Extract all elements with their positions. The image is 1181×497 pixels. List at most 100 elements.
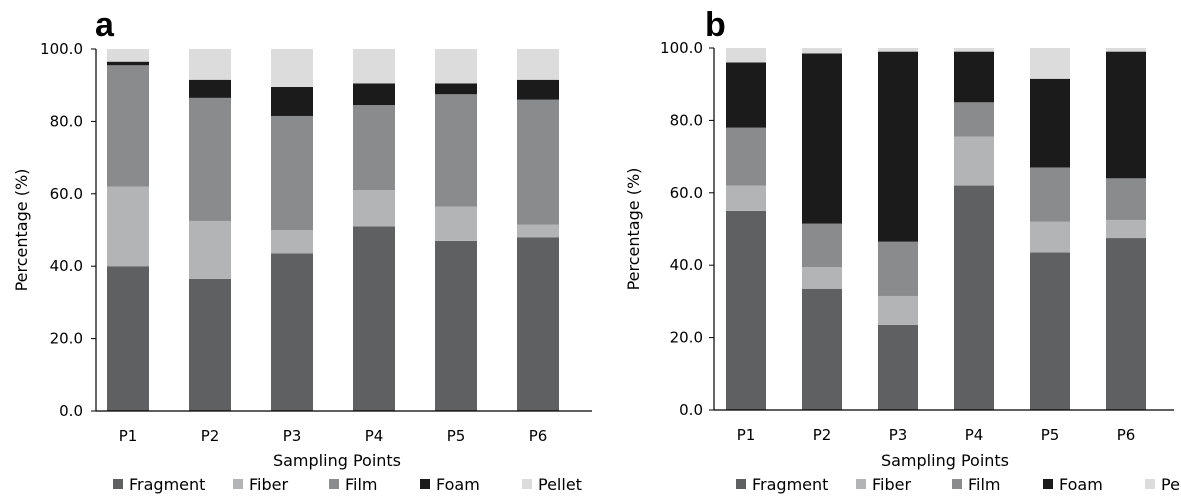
bar-segment-fiber (954, 136, 994, 186)
y-tick-label: 40.0 (50, 257, 83, 275)
y-tick-label: 0.0 (679, 401, 703, 419)
panel-letter: b (705, 6, 726, 44)
bar-segment-film (802, 223, 842, 268)
bar-segment-film (954, 102, 994, 137)
legend-swatch-film (329, 479, 339, 489)
y-tick-label: 40.0 (670, 256, 703, 274)
x-tick-label: P4 (965, 426, 984, 444)
bar-segment-pellet (726, 48, 766, 63)
bar-segment-fragment (1106, 238, 1146, 410)
bar-segment-foam (189, 79, 231, 98)
bar-segment-pellet (1030, 48, 1070, 79)
legend-label-fiber: Fiber (872, 475, 911, 494)
legend-swatch-fragment (113, 479, 123, 489)
bar-segment-foam (1030, 78, 1070, 168)
bar-segment-film (726, 127, 766, 186)
bar-segment-film (107, 65, 149, 187)
bar-segment-fragment (878, 324, 918, 410)
legend-label-pellet: Pellet (1161, 475, 1181, 494)
x-tick-label: P3 (889, 426, 908, 444)
legend-label-fragment: Fragment (129, 475, 205, 494)
bar-segment-film (878, 241, 918, 296)
bar-segment-pellet (353, 49, 395, 84)
legend-swatch-foam (420, 479, 430, 489)
legend-swatch-foam (1043, 479, 1053, 489)
bar-segment-fiber (353, 190, 395, 227)
bar-segment-fragment (107, 266, 149, 411)
y-tick-label: 100.0 (660, 39, 703, 57)
legend-swatch-fragment (736, 479, 746, 489)
x-tick-label: P5 (447, 427, 466, 445)
y-axis-title: Percentage (%) (624, 168, 643, 291)
bar-segment-fiber (517, 224, 559, 238)
bar-segment-fragment (726, 210, 766, 410)
x-tick-label: P1 (737, 426, 756, 444)
bar-segment-foam (353, 83, 395, 106)
bar-segment-fragment (954, 185, 994, 410)
y-tick-label: 80.0 (670, 111, 703, 129)
legend: Fragment Fiber Film Foam Pellet (113, 475, 582, 494)
bar-segment-film (353, 105, 395, 191)
legend-swatch-fiber (233, 479, 243, 489)
y-tick-label: 20.0 (670, 329, 703, 347)
legend-swatch-film (952, 479, 962, 489)
bar-segment-fragment (1030, 252, 1070, 410)
bar-segment-fragment (353, 226, 395, 411)
x-tick-label: P6 (1117, 426, 1136, 444)
y-tick-label: 80.0 (50, 112, 83, 130)
x-axis-title: Sampling Points (273, 451, 401, 470)
bar-segment-pellet (189, 49, 231, 80)
bar-segment-foam (726, 62, 766, 128)
bar-segment-pellet (435, 49, 477, 84)
bar-segment-fiber (435, 206, 477, 241)
bar-segment-foam (517, 79, 559, 100)
bar-segment-film (271, 115, 313, 230)
bar-segment-foam (878, 51, 918, 242)
bar-segment-fragment (189, 278, 231, 411)
bar-segment-film (189, 97, 231, 221)
x-axis-title: Sampling Points (881, 451, 1009, 470)
bar-segment-fragment (435, 240, 477, 411)
bar-segment-fiber (271, 230, 313, 254)
bar-segment-fiber (878, 295, 918, 325)
legend-label-film: Film (968, 475, 1001, 494)
y-tick-label: 60.0 (670, 184, 703, 202)
bar-segment-film (1030, 167, 1070, 222)
legend-label-fragment: Fragment (752, 475, 828, 494)
y-tick-label: 60.0 (50, 185, 83, 203)
bar-segment-fiber (1106, 219, 1146, 239)
bar-segment-fiber (726, 185, 766, 211)
bar-segment-fragment (517, 237, 559, 411)
bar-segment-fiber (802, 267, 842, 289)
x-tick-label: P6 (529, 427, 548, 445)
chart-panel-b: b 0.0 20.0 40.0 60.0 80.0 100.0 Percentage (%) P… (624, 6, 1181, 494)
x-tick-label: P5 (1041, 426, 1060, 444)
legend-label-film: Film (345, 475, 378, 494)
panel-letter: a (95, 6, 115, 44)
x-tick-label: P2 (201, 427, 220, 445)
legend-label-foam: Foam (1059, 475, 1103, 494)
bar-segment-foam (802, 53, 842, 224)
bar-segment-foam (1106, 51, 1146, 179)
legend-label-fiber: Fiber (249, 475, 288, 494)
bar-segment-foam (271, 87, 313, 116)
bar-segment-foam (435, 83, 477, 95)
y-tick-label: 100.0 (40, 40, 83, 58)
x-tick-label: P1 (119, 427, 138, 445)
bar-segment-fiber (189, 220, 231, 279)
bar-segment-pellet (954, 48, 994, 52)
bar-segment-pellet (107, 49, 149, 62)
y-axis-title: Percentage (%) (12, 169, 31, 292)
bar-segment-pellet (1106, 48, 1146, 52)
x-tick-label: P2 (813, 426, 832, 444)
bar-segment-fiber (1030, 221, 1070, 253)
legend-swatch-pellet (1145, 479, 1155, 489)
bar-segment-pellet (517, 49, 559, 80)
bar-segment-pellet (878, 48, 918, 52)
bar-segment-fiber (107, 186, 149, 267)
x-tick-label: P4 (365, 427, 384, 445)
bar-segment-pellet (271, 49, 313, 88)
bar-segment-film (517, 99, 559, 225)
bar-segment-foam (954, 51, 994, 103)
